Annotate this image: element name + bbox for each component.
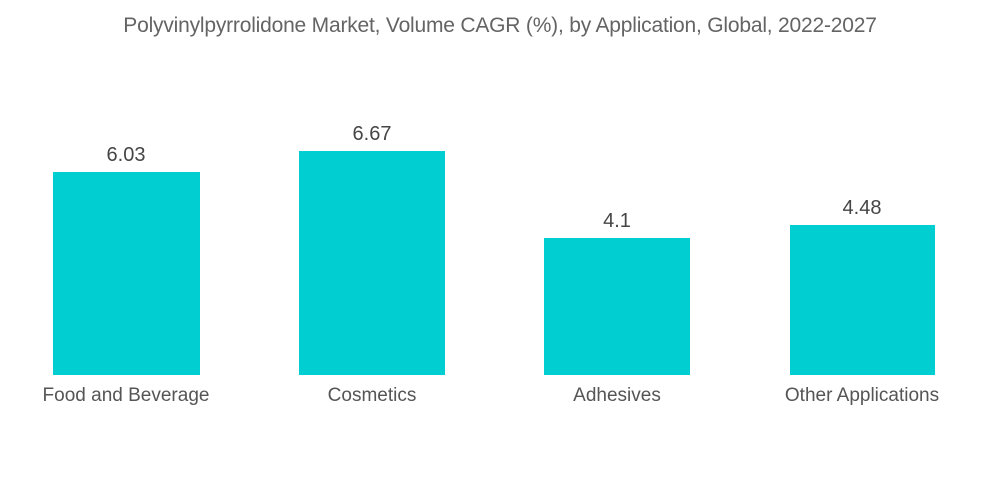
bar-cosmetics bbox=[299, 151, 445, 375]
value-label-adhesives: 4.1 bbox=[603, 210, 631, 232]
category-label-food-and-beverage: Food and Beverage bbox=[42, 385, 210, 406]
bar-adhesives bbox=[544, 238, 690, 375]
chart-title: Polyvinylpyrrolidone Market, Volume CAGR… bbox=[123, 14, 877, 37]
value-label-other-applications: 4.48 bbox=[842, 197, 882, 219]
category-label-other-applications: Other Applications bbox=[784, 385, 940, 406]
value-label-food-and-beverage: 6.03 bbox=[106, 144, 146, 166]
category-label-adhesives: Adhesives bbox=[573, 385, 661, 406]
value-label-cosmetics: 6.67 bbox=[352, 123, 392, 145]
category-label-cosmetics: Cosmetics bbox=[327, 385, 417, 406]
bar-other-applications bbox=[790, 225, 935, 375]
bar-food-and-beverage bbox=[53, 172, 200, 375]
